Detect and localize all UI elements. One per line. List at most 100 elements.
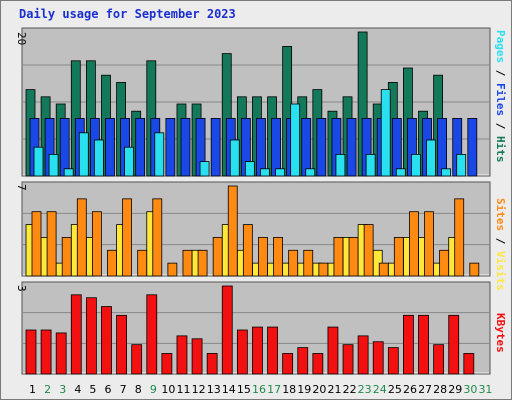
bar-sites-day-28 [439,249,450,277]
day-label-17: 17 [267,383,281,396]
bar-sites-day-5 [91,211,102,277]
day-label-25: 25 [388,383,402,396]
legend-bottom: KBytes [494,313,507,353]
day-label-22: 22 [343,383,357,396]
legend-separator: / [494,116,507,136]
bar-kbytes-day-11 [176,335,188,375]
bar-sites-day-4 [76,198,87,277]
bar-sites-day-2 [46,211,57,277]
bar-sites-day-9 [152,198,163,277]
bar-kbytes-day-28 [433,344,445,375]
day-label-13: 13 [207,383,221,396]
day-label-8: 8 [135,383,142,396]
day-label-21: 21 [327,383,341,396]
bar-kbytes-day-23 [357,335,369,375]
bar-kbytes-day-26 [403,314,414,375]
bar-files-day-3 [59,118,70,177]
bar-sites-day-18 [288,249,299,277]
bar-kbytes-day-13 [206,353,218,375]
legend-separator: / [494,63,507,83]
y-max-label-middle: 7 [15,184,28,191]
bar-kbytes-day-17 [267,326,278,375]
bar-sites-day-20 [318,262,329,277]
bar-pages-day-9 [154,132,165,177]
bar-kbytes-day-22 [342,344,354,375]
bar-kbytes-day-8 [131,344,143,375]
bar-sites-day-21 [333,237,344,277]
bar-kbytes-day-19 [297,347,309,375]
bar-kbytes-day-18 [282,353,294,375]
bar-kbytes-day-6 [101,306,112,375]
day-label-1: 1 [29,383,36,396]
day-label-2: 2 [44,383,51,396]
bar-kbytes-day-3 [55,332,67,375]
bar-sites-day-8 [137,249,148,277]
bar-pages-day-16 [260,168,270,177]
bar-pages-day-17 [275,168,285,177]
bar-pages-day-3 [63,168,74,177]
bar-kbytes-day-4 [70,294,82,375]
bar-sites-day-17 [273,237,283,277]
bar-kbytes-day-14 [221,285,233,375]
legend-entry-pages: Pages [494,30,507,63]
bar-sites-day-29 [454,198,465,277]
bar-kbytes-day-10 [161,353,173,375]
bar-sites-day-23 [363,224,374,277]
day-label-4: 4 [74,383,81,396]
bar-kbytes-day-30 [463,353,475,375]
bar-sites-day-15 [242,224,253,277]
day-label-10: 10 [161,383,175,396]
bar-pages-day-25 [395,168,406,177]
bar-files-day-11 [180,118,191,177]
bar-pages-day-5 [93,139,104,177]
bar-pages-day-2 [48,153,59,177]
day-label-12: 12 [192,383,206,396]
day-label-9: 9 [150,383,157,396]
bar-sites-day-12 [197,249,208,277]
bar-kbytes-day-12 [191,338,203,375]
bar-pages-day-7 [124,146,134,177]
day-label-7: 7 [120,383,127,396]
bar-pages-day-27 [426,139,436,177]
legend-entry-files: Files [494,83,507,116]
day-label-29: 29 [448,383,462,396]
bar-kbytes-day-24 [372,341,384,375]
bar-files-day-10 [165,118,176,177]
day-label-24: 24 [373,383,387,396]
day-label-16: 16 [252,383,266,396]
day-label-23: 23 [358,383,372,396]
day-label-19: 19 [297,383,311,396]
day-label-28: 28 [433,383,447,396]
day-label-27: 27 [418,383,432,396]
bar-sites-day-22 [348,237,359,277]
bar-kbytes-day-5 [85,297,97,375]
bar-kbytes-day-9 [146,294,158,375]
bar-pages-day-18 [290,103,301,177]
legend-entry-kbytes: KBytes [494,313,507,353]
day-label-26: 26 [403,383,417,396]
bar-files-day-17 [271,118,281,177]
bar-sites-day-16 [258,237,268,277]
bar-kbytes-day-29 [448,314,460,375]
day-label-18: 18 [282,383,296,396]
day-label-14: 14 [222,383,236,396]
bar-kbytes-day-15 [236,329,248,375]
bar-sites-day-26 [409,211,419,277]
bar-kbytes-day-2 [40,329,52,375]
bar-pages-day-28 [441,168,452,177]
bar-files-day-19 [301,118,312,177]
bar-pages-day-4 [78,132,89,177]
bar-files-day-30 [467,118,478,177]
legend-top: Pages / Files / Hits [494,30,507,163]
bar-kbytes-day-27 [418,314,429,375]
bar-sites-day-10 [167,262,178,277]
day-label-5: 5 [89,383,96,396]
bar-pages-day-19 [305,168,316,177]
legend-middle: Sites / Visits [494,198,507,291]
bar-pages-day-21 [335,153,346,177]
day-label-6: 6 [105,383,112,396]
bar-pages-day-12 [199,161,210,177]
bar-pages-day-23 [365,153,376,177]
y-max-label-bottom: 3 [15,285,28,292]
legend-entry-hits: Hits [494,136,507,163]
